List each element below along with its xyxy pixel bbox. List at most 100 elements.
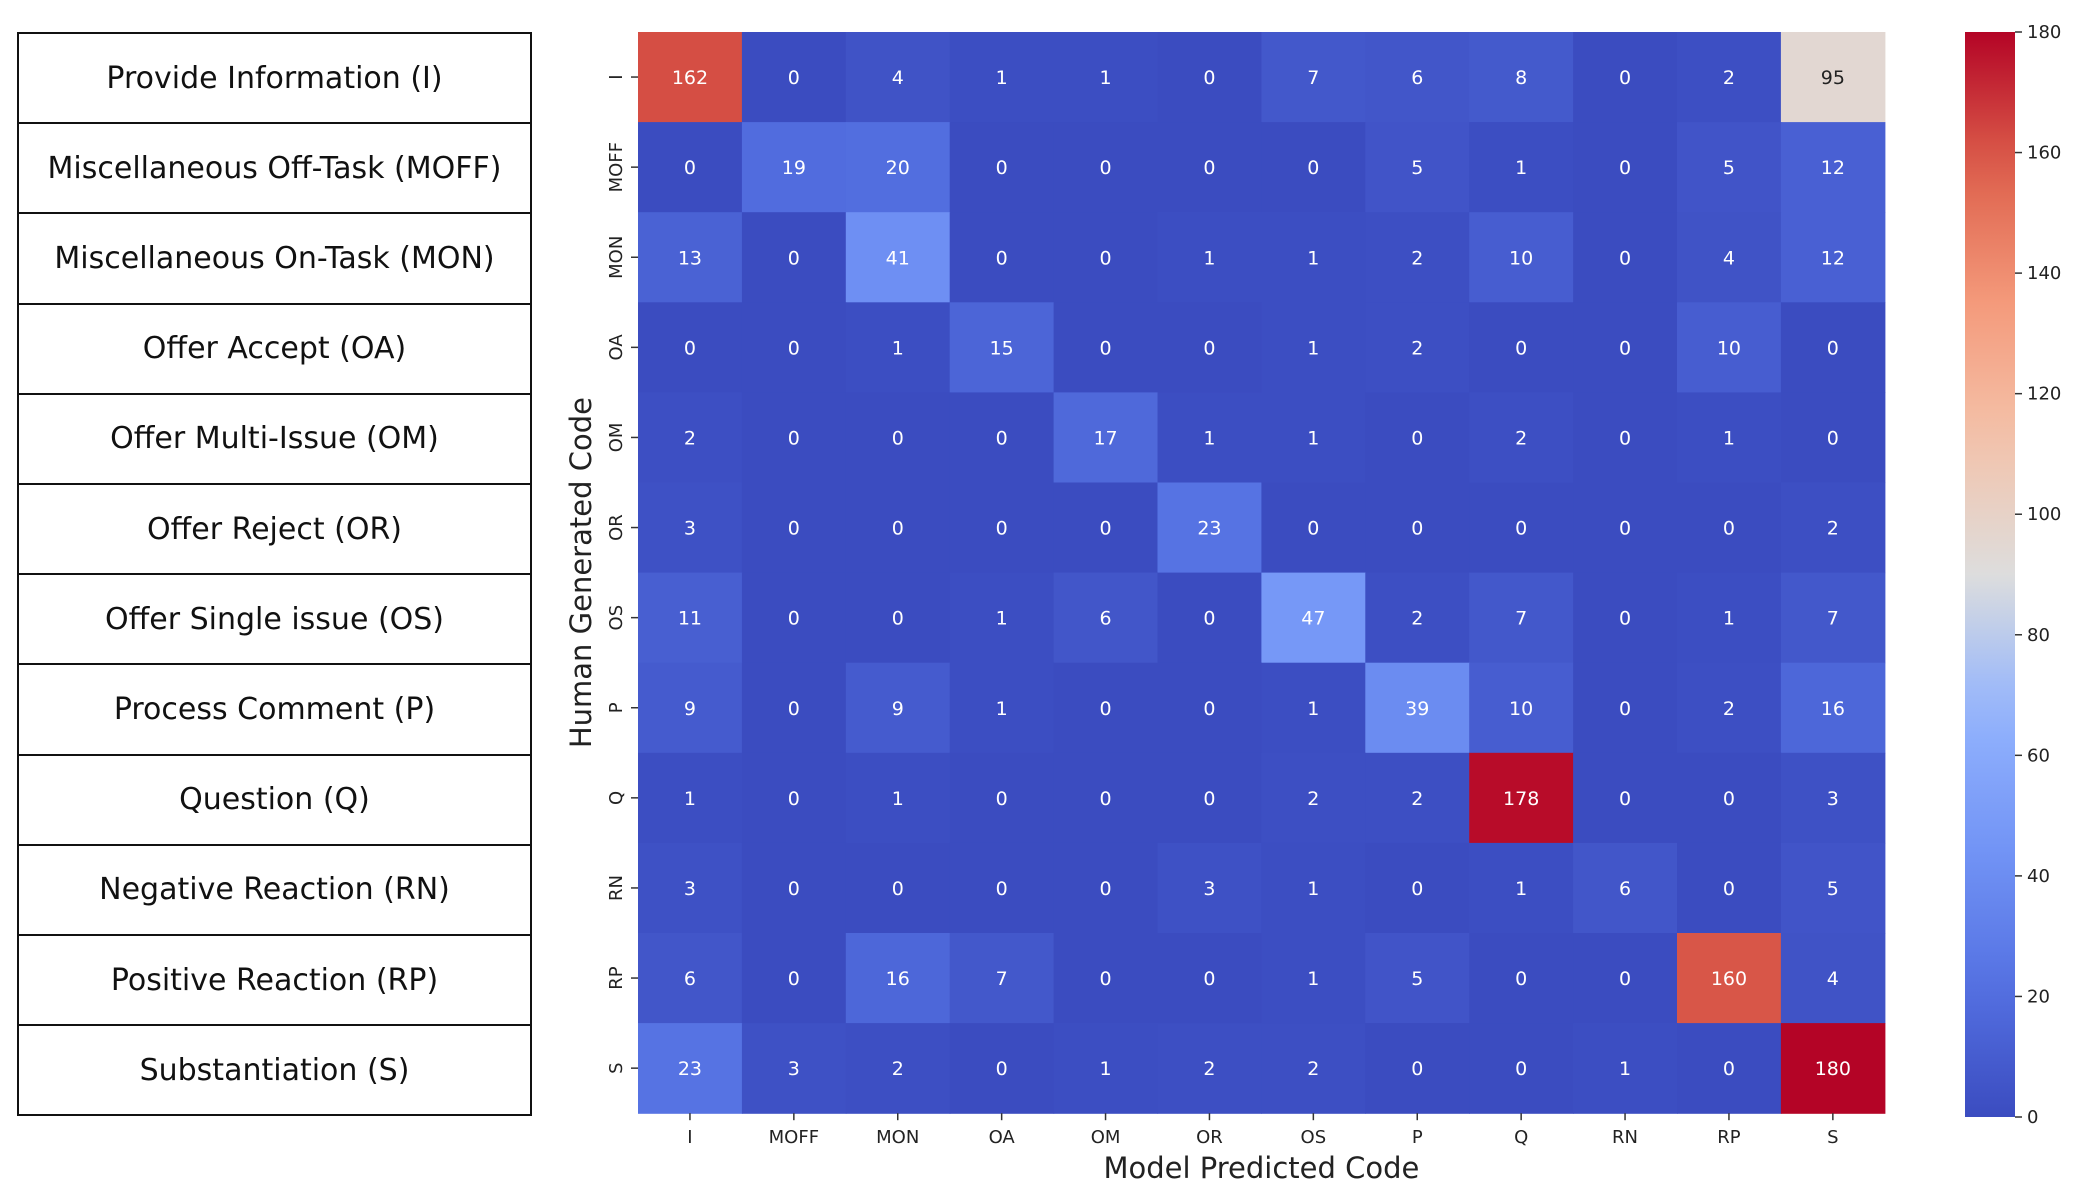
heatmap-cell (949, 662, 1055, 754)
cell-value-label: 1 (1515, 878, 1527, 900)
heatmap-cell (1157, 32, 1262, 123)
heatmap-cell (1573, 392, 1678, 484)
heatmap-cell (949, 1023, 1055, 1114)
legend-row: Substantiation (S) (17, 1024, 532, 1117)
heatmap-cell (1780, 1023, 1886, 1114)
heatmap-cell (1573, 122, 1678, 213)
heatmap-cell (1157, 212, 1262, 303)
cell-value-label: 3 (788, 1058, 800, 1080)
cell-value-label: 2 (1827, 518, 1839, 540)
cell-value-label: 0 (1619, 788, 1631, 810)
heatmap-cell (1261, 1023, 1366, 1114)
x-tick-label: OM (1091, 1127, 1121, 1148)
heatmap-cell (1365, 1023, 1470, 1114)
heatmap-cell (845, 392, 951, 484)
heatmap-cell (1053, 933, 1159, 1024)
cell-value-label: 16 (886, 968, 910, 990)
heatmap-cell (1365, 752, 1470, 844)
cell-value-label: 0 (1515, 337, 1527, 359)
heatmap-cell (1157, 302, 1262, 393)
heatmap-cell (638, 1023, 743, 1114)
y-tick-label: OA (606, 334, 627, 361)
cell-value-label: 0 (1619, 518, 1631, 540)
heatmap-cell (1780, 392, 1886, 484)
cell-value-label: 2 (1307, 1058, 1319, 1080)
heatmap-cell (1157, 662, 1262, 754)
y-tick-label: RP (606, 966, 627, 990)
x-tick-label: OR (1196, 1127, 1223, 1148)
legend-row: Offer Accept (OA) (17, 302, 532, 395)
cell-value-label: 162 (672, 67, 708, 89)
x-tick-label: I (687, 1127, 692, 1148)
cell-value-label: 5 (1411, 968, 1423, 990)
heatmap-cell (741, 32, 847, 123)
heatmap-cell (1573, 482, 1678, 574)
cell-value-label: 6 (1619, 878, 1631, 900)
heatmap-cell (845, 842, 951, 934)
heatmap-cell (741, 933, 847, 1024)
x-axis-label: Model Predicted Code (1103, 1151, 1419, 1185)
cell-value-label: 0 (1515, 1058, 1527, 1080)
y-tick-label: MOFF (606, 142, 627, 192)
heatmap-cell (1261, 933, 1366, 1024)
cell-value-label: 0 (788, 518, 800, 540)
cell-value-label: 0 (1203, 968, 1215, 990)
heatmap-cell (1573, 572, 1678, 664)
heatmap-cell (1053, 662, 1159, 754)
cell-value-label: 3 (684, 518, 696, 540)
cell-value-label: 2 (892, 1058, 904, 1080)
colorbar (1965, 32, 2015, 1117)
heatmap-cell (845, 1023, 951, 1114)
cell-value-label: 1 (1307, 247, 1319, 269)
heatmap-cell (1469, 752, 1574, 844)
legend-row: Miscellaneous On-Task (MON) (17, 212, 532, 305)
cell-value-label: 4 (1827, 968, 1839, 990)
cell-value-label: 7 (1515, 608, 1527, 630)
heatmap-cell (1780, 752, 1886, 844)
cell-value-label: 0 (788, 788, 800, 810)
heatmap-cell (1261, 842, 1366, 934)
cell-value-label: 16 (1821, 698, 1845, 720)
cell-value-label: 0 (788, 247, 800, 269)
cell-value-label: 1 (1307, 427, 1319, 449)
heatmap-cell (1261, 662, 1366, 754)
cell-value-label: 0 (1203, 788, 1215, 810)
heatmap-cell (1677, 933, 1782, 1024)
y-tick-label: S (606, 1062, 627, 1073)
y-axis-label: Human Generated Code (564, 397, 598, 748)
heatmap-cell (1261, 302, 1366, 393)
heatmap-cell (1157, 392, 1262, 484)
cell-value-label: 2 (1203, 1058, 1215, 1080)
cell-value-label: 2 (684, 427, 696, 449)
cell-value-label: 1 (996, 67, 1008, 89)
heatmap-cell (1053, 302, 1159, 393)
heatmap-cell (1573, 752, 1678, 844)
heatmap-cell (949, 482, 1055, 574)
heatmap-cell (1780, 572, 1886, 664)
heatmap-cell (638, 302, 743, 393)
cell-value-label: 0 (1723, 518, 1735, 540)
cell-value-label: 6 (684, 968, 696, 990)
heatmap-cell (1677, 212, 1782, 303)
heatmap-cell (1261, 572, 1366, 664)
y-tick-label: OS (606, 605, 627, 631)
cell-value-label: 5 (1411, 157, 1423, 179)
legend-row: Process Comment (P) (17, 663, 532, 756)
heatmap-cell (1469, 842, 1574, 934)
heatmap-cell (949, 122, 1055, 213)
heatmap-cell (845, 122, 951, 213)
heatmap-cell (1261, 212, 1366, 303)
heatmap-cell (845, 32, 951, 123)
cell-value-label: 3 (1203, 878, 1215, 900)
legend-row: Question (Q) (17, 753, 532, 846)
cell-value-label: 0 (1619, 427, 1631, 449)
heatmap-cell (638, 842, 743, 934)
cell-value-label: 1 (1100, 67, 1112, 89)
cell-value-label: 0 (1100, 337, 1112, 359)
heatmap-cell (1469, 572, 1574, 664)
cell-value-label: 12 (1821, 247, 1845, 269)
cell-value-label: 0 (996, 788, 1008, 810)
heatmap-cell (1677, 302, 1782, 393)
cell-value-label: 1 (1619, 1058, 1631, 1080)
heatmap-cell (1261, 752, 1366, 844)
